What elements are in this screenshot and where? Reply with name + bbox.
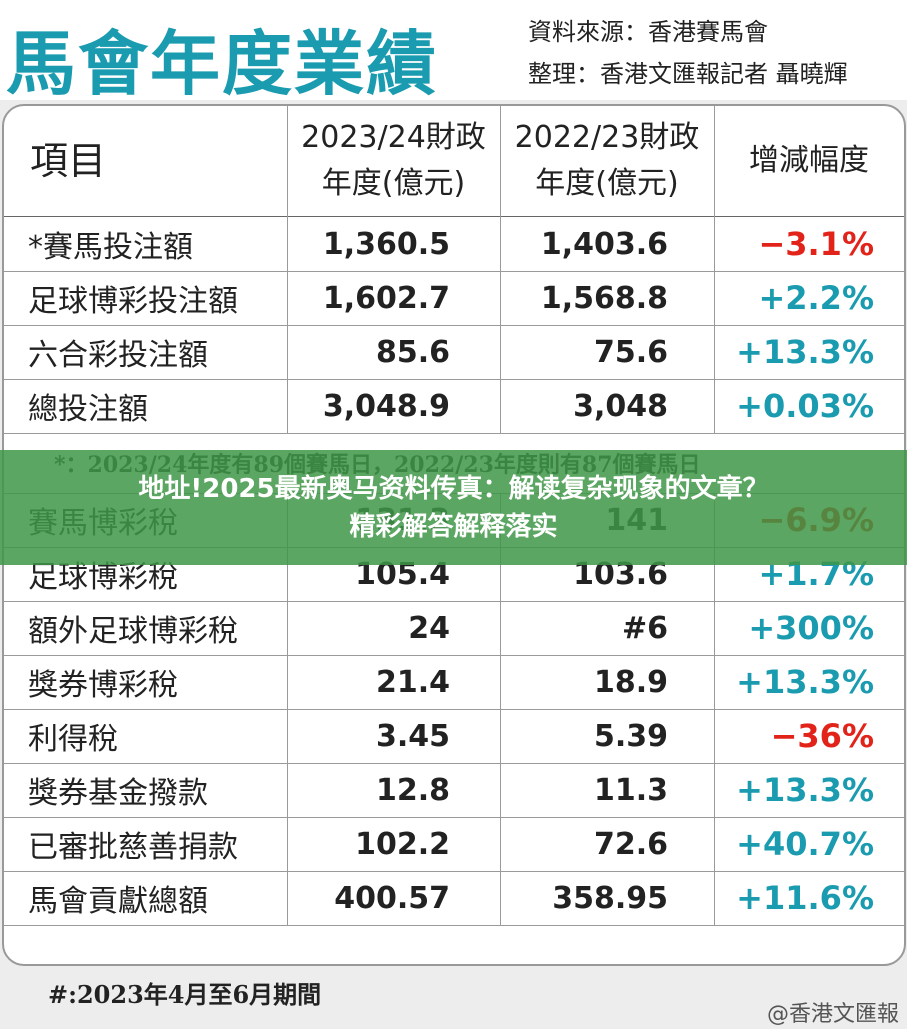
column-header: 2023/24財政 年度(億元) xyxy=(287,106,500,216)
rule xyxy=(4,655,904,656)
rule xyxy=(714,106,715,433)
rule xyxy=(500,106,501,433)
item: *賽馬投注額 xyxy=(28,230,193,265)
source: 資料來源：香港賽馬會 xyxy=(528,18,768,46)
change: −3.1% xyxy=(758,225,874,263)
header-line: 年度(億元) xyxy=(535,166,679,201)
change: +13.3% xyxy=(736,333,874,371)
current-value: 12.8 xyxy=(375,772,450,808)
rule xyxy=(287,106,288,433)
previous-value: 5.39 xyxy=(593,718,668,754)
item: 總投注額 xyxy=(28,392,148,427)
rule xyxy=(4,709,904,710)
change: +40.7% xyxy=(736,825,874,863)
title: 馬會年度業績 xyxy=(6,23,438,105)
change: +300% xyxy=(748,609,874,647)
rule xyxy=(4,325,904,326)
rule xyxy=(4,271,904,272)
column-header: 增減幅度 xyxy=(714,106,904,216)
current-value: 102.2 xyxy=(355,826,450,862)
change: −36% xyxy=(770,717,874,755)
rule xyxy=(4,433,904,434)
column-header: 2022/23財政 年度(億元) xyxy=(500,106,714,216)
item: 利得稅 xyxy=(28,722,118,757)
change: +2.2% xyxy=(758,279,874,317)
rule xyxy=(4,817,904,818)
header-line: 2023/24財政 xyxy=(301,120,486,155)
rule xyxy=(4,871,904,872)
header: 馬會年度業績 資料來源：香港賽馬會 整理：香港文匯報記者 聶曉輝 xyxy=(0,0,907,105)
rule xyxy=(287,493,288,925)
footnote: #:2023年4月至6月期間 xyxy=(48,980,322,1009)
editor: 整理：香港文匯報記者 聶曉輝 xyxy=(528,60,848,88)
header-line: 項目 xyxy=(30,139,107,183)
current-value: 24 xyxy=(408,610,450,646)
header-line: 2022/23財政 xyxy=(514,120,700,155)
change: +13.3% xyxy=(736,663,874,701)
previous-value: 18.9 xyxy=(593,664,668,700)
rule xyxy=(4,925,904,926)
item: 獎券博彩稅 xyxy=(28,668,178,703)
previous-value: 358.95 xyxy=(552,880,668,916)
previous-value: 11.3 xyxy=(593,772,668,808)
item: 足球博彩稅 xyxy=(28,560,178,595)
rule xyxy=(4,216,904,217)
rule xyxy=(500,493,501,925)
change: +11.6% xyxy=(736,879,874,917)
rule xyxy=(4,763,904,764)
current-value: 1,602.7 xyxy=(322,280,450,316)
item: 六合彩投注額 xyxy=(28,338,208,373)
previous-value: 72.6 xyxy=(593,826,668,862)
previous-value: 75.6 xyxy=(593,334,668,370)
item: 額外足球博彩稅 xyxy=(28,614,238,649)
rule xyxy=(4,379,904,380)
change: +0.03% xyxy=(736,387,874,425)
item: 足球博彩投注額 xyxy=(28,284,238,319)
current-value: 3,048.9 xyxy=(322,388,450,424)
previous-value: 1,403.6 xyxy=(540,226,668,262)
banner: 地址!2025最新奥马资料传真：解读复杂现象的文章？ 精彩解答解释落实 xyxy=(0,450,907,565)
rule xyxy=(714,493,715,925)
current-value: 85.6 xyxy=(375,334,450,370)
item: 獎券基金撥款 xyxy=(28,776,208,811)
column-header: 項目 xyxy=(4,106,287,216)
previous-value: 3,048 xyxy=(573,388,668,424)
banner-line: 精彩解答解释落实 xyxy=(349,511,558,542)
header-line: 增減幅度 xyxy=(749,143,869,178)
change: +13.3% xyxy=(736,771,874,809)
previous-value: 1,568.8 xyxy=(540,280,668,316)
current-value: 400.57 xyxy=(334,880,450,916)
item: 已審批慈善捐款 xyxy=(28,830,238,865)
header-line: 年度(億元) xyxy=(321,166,466,201)
current-value: 3.45 xyxy=(375,718,450,754)
previous-value: #6 xyxy=(621,610,668,646)
item: 馬會貢獻總額 xyxy=(28,884,208,919)
banner-line: 地址!2025最新奥马资料传真：解读复杂现象的文章？ xyxy=(138,473,769,504)
rule xyxy=(4,601,904,602)
watermark: @香港文匯報 xyxy=(766,1002,899,1027)
current-value: 21.4 xyxy=(375,664,450,700)
current-value: 1,360.5 xyxy=(322,226,450,262)
